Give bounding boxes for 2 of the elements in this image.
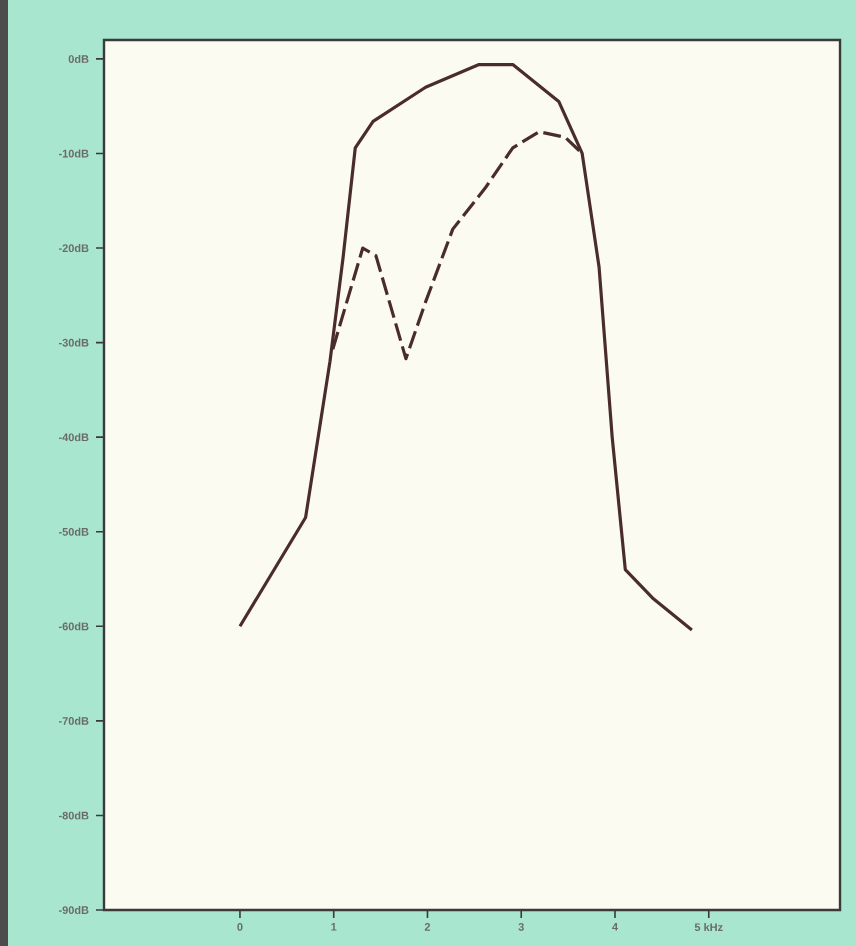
line-series xyxy=(331,130,584,361)
line-series xyxy=(238,62,694,632)
